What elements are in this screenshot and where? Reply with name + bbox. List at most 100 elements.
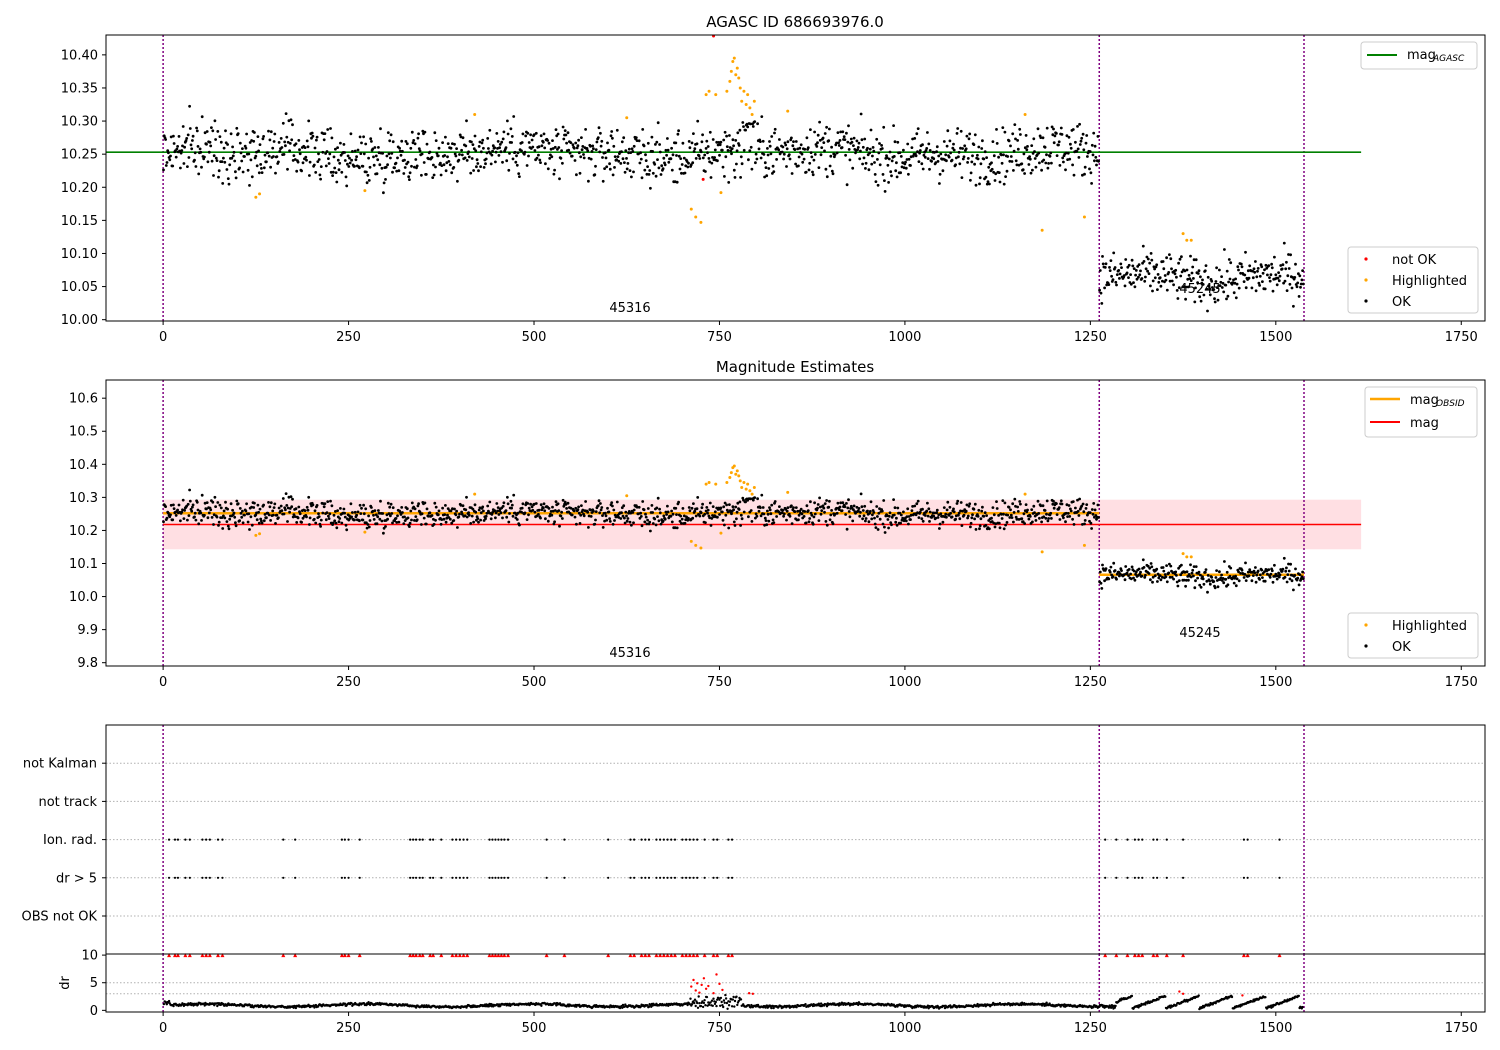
ok-point	[501, 137, 505, 141]
flag-point	[1246, 876, 1249, 879]
ok-point	[1016, 139, 1019, 142]
ok-point	[654, 523, 658, 527]
ok-point	[1278, 274, 1282, 278]
ok-point	[684, 518, 688, 522]
ok-point	[873, 173, 877, 176]
ok-point	[465, 495, 468, 499]
ok-point	[858, 157, 862, 161]
highlighted-point	[704, 482, 708, 486]
ok-point	[541, 140, 545, 144]
ok-point	[1207, 284, 1211, 288]
ok-point	[895, 523, 899, 527]
ok-point	[1177, 261, 1180, 265]
ok-point	[319, 518, 323, 522]
estimates-ytick-label: 10.2	[69, 524, 98, 539]
ok-point	[1253, 270, 1257, 274]
ok-point	[506, 502, 510, 506]
ok-point	[1163, 274, 1167, 277]
flag-point	[1137, 838, 1140, 841]
ok-point	[488, 128, 492, 132]
ok-point	[1288, 577, 1292, 581]
ok-point	[217, 524, 220, 527]
ok-point	[372, 513, 375, 517]
ok-point	[582, 153, 585, 156]
ok-point	[813, 501, 816, 505]
highlighted-point	[689, 539, 693, 543]
ok-point	[848, 515, 852, 519]
ok-point	[234, 524, 238, 528]
ok-point	[277, 516, 280, 520]
ok-point	[811, 173, 815, 177]
ok-point	[870, 162, 874, 166]
ok-point	[172, 507, 176, 510]
ok-point	[970, 516, 974, 520]
ok-point	[181, 508, 184, 512]
ok-point	[710, 161, 714, 165]
ok-point	[863, 137, 867, 141]
ok-point	[1134, 572, 1137, 576]
ok-point	[1201, 575, 1204, 579]
ok-point	[945, 144, 949, 148]
ok-point	[926, 514, 930, 518]
ok-point	[957, 155, 960, 159]
flag-point	[633, 838, 636, 841]
ok-point	[846, 506, 850, 510]
flag-point	[201, 876, 204, 879]
flag-point	[294, 876, 297, 879]
dr-point	[819, 1002, 823, 1005]
ok-point	[950, 158, 954, 162]
ok-point	[288, 510, 291, 514]
ok-point	[845, 183, 849, 187]
ok-point	[1094, 155, 1098, 159]
flag-point	[563, 876, 566, 879]
ok-point	[328, 512, 332, 516]
ok-point	[217, 169, 221, 173]
ok-point	[282, 153, 286, 156]
agasc-ytick-label: 10.00	[61, 313, 98, 328]
agasc-ytick-label: 10.15	[61, 214, 98, 229]
ok-point	[359, 152, 363, 156]
ok-point	[172, 142, 176, 145]
ok-point	[670, 168, 674, 172]
ok-point	[1090, 508, 1094, 511]
ok-point	[1300, 575, 1304, 579]
flag-point	[429, 838, 432, 841]
ok-point	[790, 522, 794, 525]
ok-point	[1185, 268, 1189, 272]
ok-point	[941, 520, 945, 524]
ok-point	[455, 509, 458, 513]
ok-point	[859, 510, 862, 514]
ok-point	[824, 167, 828, 171]
ok-point	[534, 502, 538, 505]
ok-point	[292, 154, 296, 158]
ok-point	[275, 155, 279, 159]
ok-point	[771, 518, 775, 522]
ok-point	[738, 500, 742, 504]
ok-point	[398, 146, 401, 150]
ok-point	[928, 149, 932, 152]
flag-point	[462, 876, 465, 879]
agasc-xtick-label: 1750	[1445, 330, 1478, 345]
ok-point	[1096, 503, 1100, 507]
ok-point	[823, 510, 826, 514]
ok-point	[658, 150, 662, 154]
ok-legend-label: OK	[1392, 295, 1411, 310]
ok-point	[473, 134, 477, 138]
ok-point	[841, 501, 845, 505]
ok-point	[1220, 275, 1223, 278]
ok-point	[896, 506, 900, 510]
ok-point	[1161, 575, 1164, 579]
ok-point	[317, 512, 320, 516]
estimates-xtick-label: 750	[707, 675, 732, 690]
ok-point	[238, 519, 242, 523]
ok-point	[932, 157, 936, 161]
ok-point	[642, 144, 646, 148]
ok-point	[296, 516, 300, 520]
estimates-xtick-label: 1750	[1445, 675, 1478, 690]
ok-point	[539, 134, 543, 138]
ok-point	[732, 508, 735, 512]
ok-point	[711, 505, 715, 508]
ok-point	[1089, 171, 1093, 175]
ok-point	[522, 152, 526, 156]
ok-point	[1225, 297, 1228, 301]
